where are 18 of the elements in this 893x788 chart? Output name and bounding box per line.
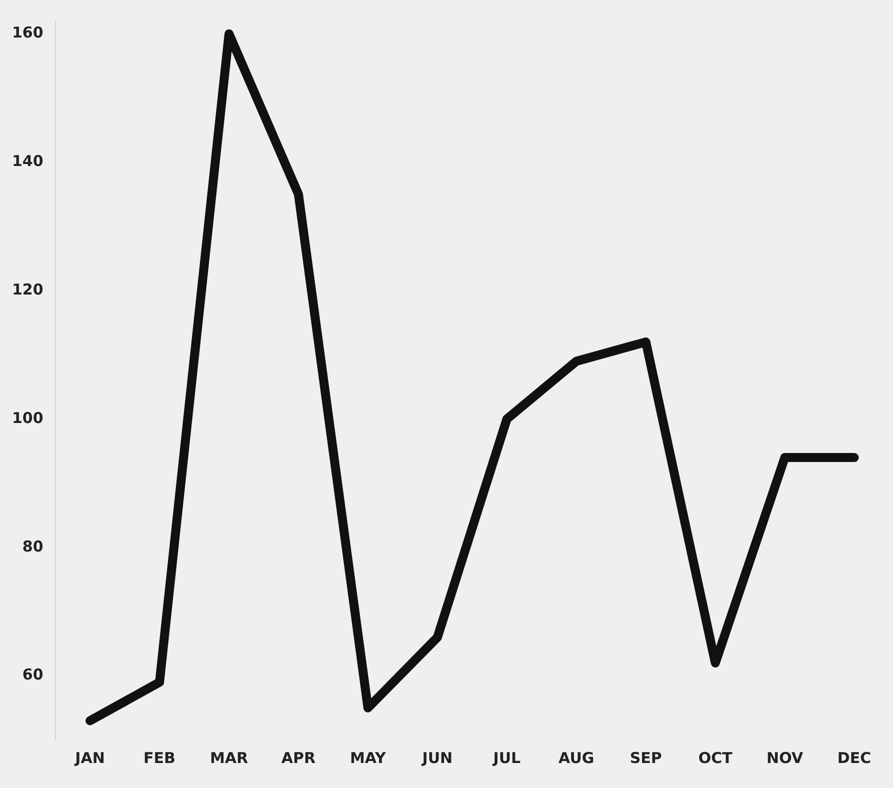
y-tick-label: 80 [22,537,44,556]
x-tick-label: JUN [421,748,453,767]
x-tick-label: AUG [558,748,594,767]
x-tick-label: DEC [837,748,872,767]
x-tick-label: MAR [210,748,248,767]
x-tick-label: MAY [350,748,388,767]
y-tick-label: 60 [22,666,44,684]
y-tick-label: 120 [12,280,44,299]
x-tick-label: FEB [144,748,176,767]
y-tick-label: 160 [12,24,44,42]
x-tick-label: NOV [766,748,804,767]
x-tick-label: APR [281,748,316,767]
y-tick-label: 140 [12,152,44,170]
x-tick-label: SEP [630,748,662,767]
x-tick-label: JUL [492,748,521,767]
y-tick-label: 100 [12,408,44,427]
x-tick-label: OCT [698,748,734,767]
x-tick-label: JAN [74,748,105,767]
